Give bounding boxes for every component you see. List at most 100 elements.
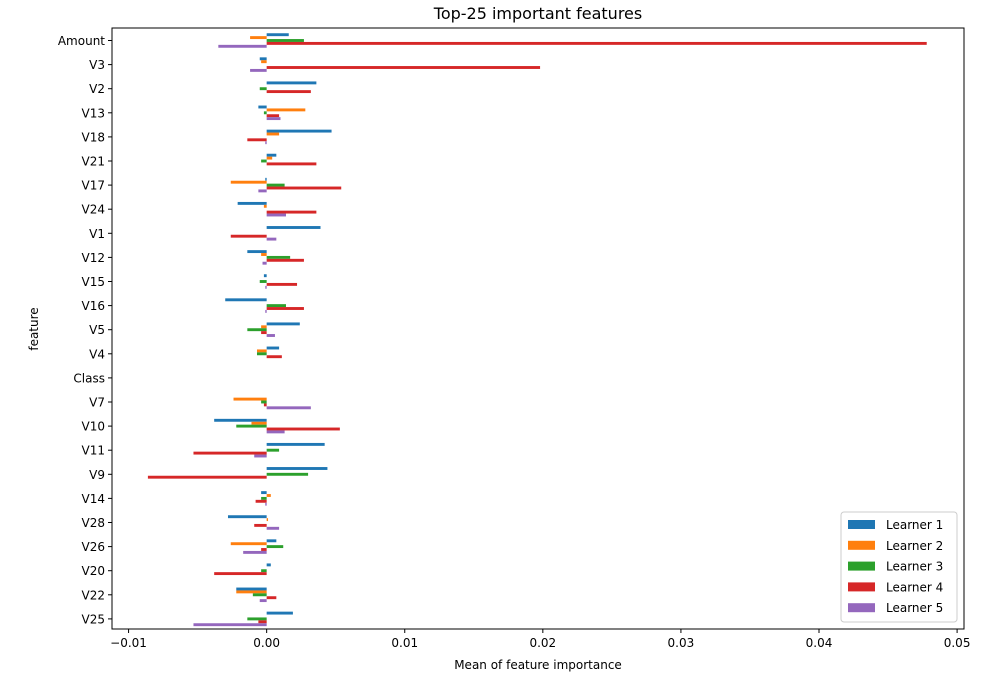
bar-v21-learner-2 [266,156,273,160]
y-tick-label-v25: V25 [82,612,105,626]
bar-v15-learner-4 [266,282,298,286]
legend-swatch-learner-2 [848,540,875,550]
bar-v17-learner-3 [266,183,285,187]
bar-v13-learner-4 [266,114,280,118]
legend: Learner 1 Learner 2 Learner 3 Learner 4 Lear… [840,511,958,623]
bar-v9-learner-1 [266,467,328,470]
y-tick-label-v5: V5 [89,323,105,337]
bar-amount-learner-2 [250,36,267,40]
x-tick-label: 0.03 [668,636,695,650]
y-tick-label-v11: V11 [82,444,105,458]
legend-swatch-learner-4 [848,582,875,592]
bar-v20-learner-3 [261,569,267,573]
bar-v4-learner-3 [256,352,267,356]
bar-v20-learner-1 [266,563,271,567]
bar-v10-learner-3 [236,424,267,428]
bar-v7-learner-3 [261,400,267,404]
bar-v5-learner-5 [266,334,275,337]
bar-v11-learner-4 [193,451,267,455]
bar-v4-learner-4 [266,355,282,359]
bar-v28-learner-1 [227,515,267,519]
bar-v16-learner-4 [266,307,304,310]
bar-v13-learner-3 [263,111,267,115]
y-tick-label-v24: V24 [82,203,105,217]
bar-amount-learner-1 [266,33,289,37]
plot-frame [111,27,965,630]
bar-v12-learner-2 [261,253,267,256]
bar-v1-learner-5 [266,237,277,241]
x-tick-label: 0.00 [253,636,280,650]
y-tick-label-v15: V15 [82,275,105,289]
bar-v14-learner-5 [265,502,267,506]
bar-v1-learner-4 [230,234,267,238]
bar-amount-learner-4 [266,41,927,45]
y-axis-ticks: Amount V3 V2 V13 V18 V21 V17 V24 V1 V12 V15 V16 V5 V4… [58,34,112,626]
bar-v22-learner-4 [266,596,277,600]
bar-v5-learner-2 [261,325,267,329]
bar-v24-learner-2 [263,204,267,208]
y-axis-label: feature [27,307,41,350]
y-tick-label-v1: V1 [89,227,105,241]
legend-label-learner-2: Learner 2 [886,539,943,553]
bar-v10-learner-2 [251,421,267,425]
bar-v17-learner-1 [265,177,267,181]
bar-amount-learner-3 [266,39,304,42]
bar-v2-learner-3 [259,87,267,91]
bar-v14-learner-1 [261,491,267,495]
bar-v25-learner-1 [266,611,293,615]
bar-v18-learner-4 [247,138,267,142]
bar-v10-learner-4 [266,427,340,431]
bar-v2-learner-4 [266,90,311,94]
y-tick-label-amount: Amount [58,34,105,48]
bar-v25-learner-4 [258,620,267,624]
bar-v28-learner-4 [254,523,267,527]
x-tick-label: 0.01 [391,636,418,650]
y-tick-label-v12: V12 [82,251,105,265]
bar-v17-learner-2 [230,180,267,184]
bar-v12-learner-1 [247,250,267,254]
bar-amount-learner-5 [218,44,267,48]
y-tick-label-v2: V2 [89,82,105,96]
legend-box [840,511,958,623]
bar-v4-learner-2 [256,349,267,353]
bar-v25-learner-5 [193,623,267,627]
bar-v15-learner-1 [263,274,267,278]
bar-v1-learner-1 [266,226,321,229]
bar-v11-learner-3 [266,448,280,452]
bar-v7-learner-5 [266,406,311,410]
y-tick-label-v14: V14 [82,492,105,506]
bar-v14-learner-2 [266,494,271,497]
bar-v18-learner-2 [266,132,280,136]
bar-v17-learner-4 [266,186,342,190]
legend-swatch-learner-5 [848,603,875,613]
bar-v18-learner-1 [266,129,332,133]
bar-v25-learner-3 [247,617,267,621]
bar-v13-learner-1 [258,105,267,109]
bar-v26-learner-5 [243,550,267,554]
bar-v17-learner-5 [258,189,267,193]
bar-v22-learner-1 [236,587,267,591]
y-tick-label-v18: V18 [82,130,105,144]
bar-v22-learner-5 [259,599,267,603]
bar-v12-learner-3 [266,255,291,259]
bar-v12-learner-4 [266,258,304,262]
bar-v3-learner-5 [250,68,267,72]
bar-v18-learner-5 [265,141,267,145]
bar-v21-learner-3 [261,159,267,163]
bar-v4-learner-1 [266,346,280,350]
y-tick-label-v17: V17 [82,179,105,193]
bar-v26-learner-4 [261,548,267,551]
y-tick-label-v16: V16 [82,299,105,313]
x-tick-label: 0.02 [529,636,556,650]
legend-swatch-learner-1 [848,520,875,529]
y-tick-label-v20: V20 [82,564,105,578]
bar-v14-learner-4 [255,499,267,503]
bar-v28-learner-5 [266,526,280,530]
y-tick-label-v28: V28 [82,516,105,530]
bar-v7-learner-4 [263,403,267,407]
bar-v22-learner-3 [252,593,267,597]
bars-group [147,33,927,627]
bar-v21-learner-4 [266,162,317,166]
x-axis-ticks: −0.01 0.00 0.01 0.02 0.03 0.04 0.05 [110,629,970,650]
